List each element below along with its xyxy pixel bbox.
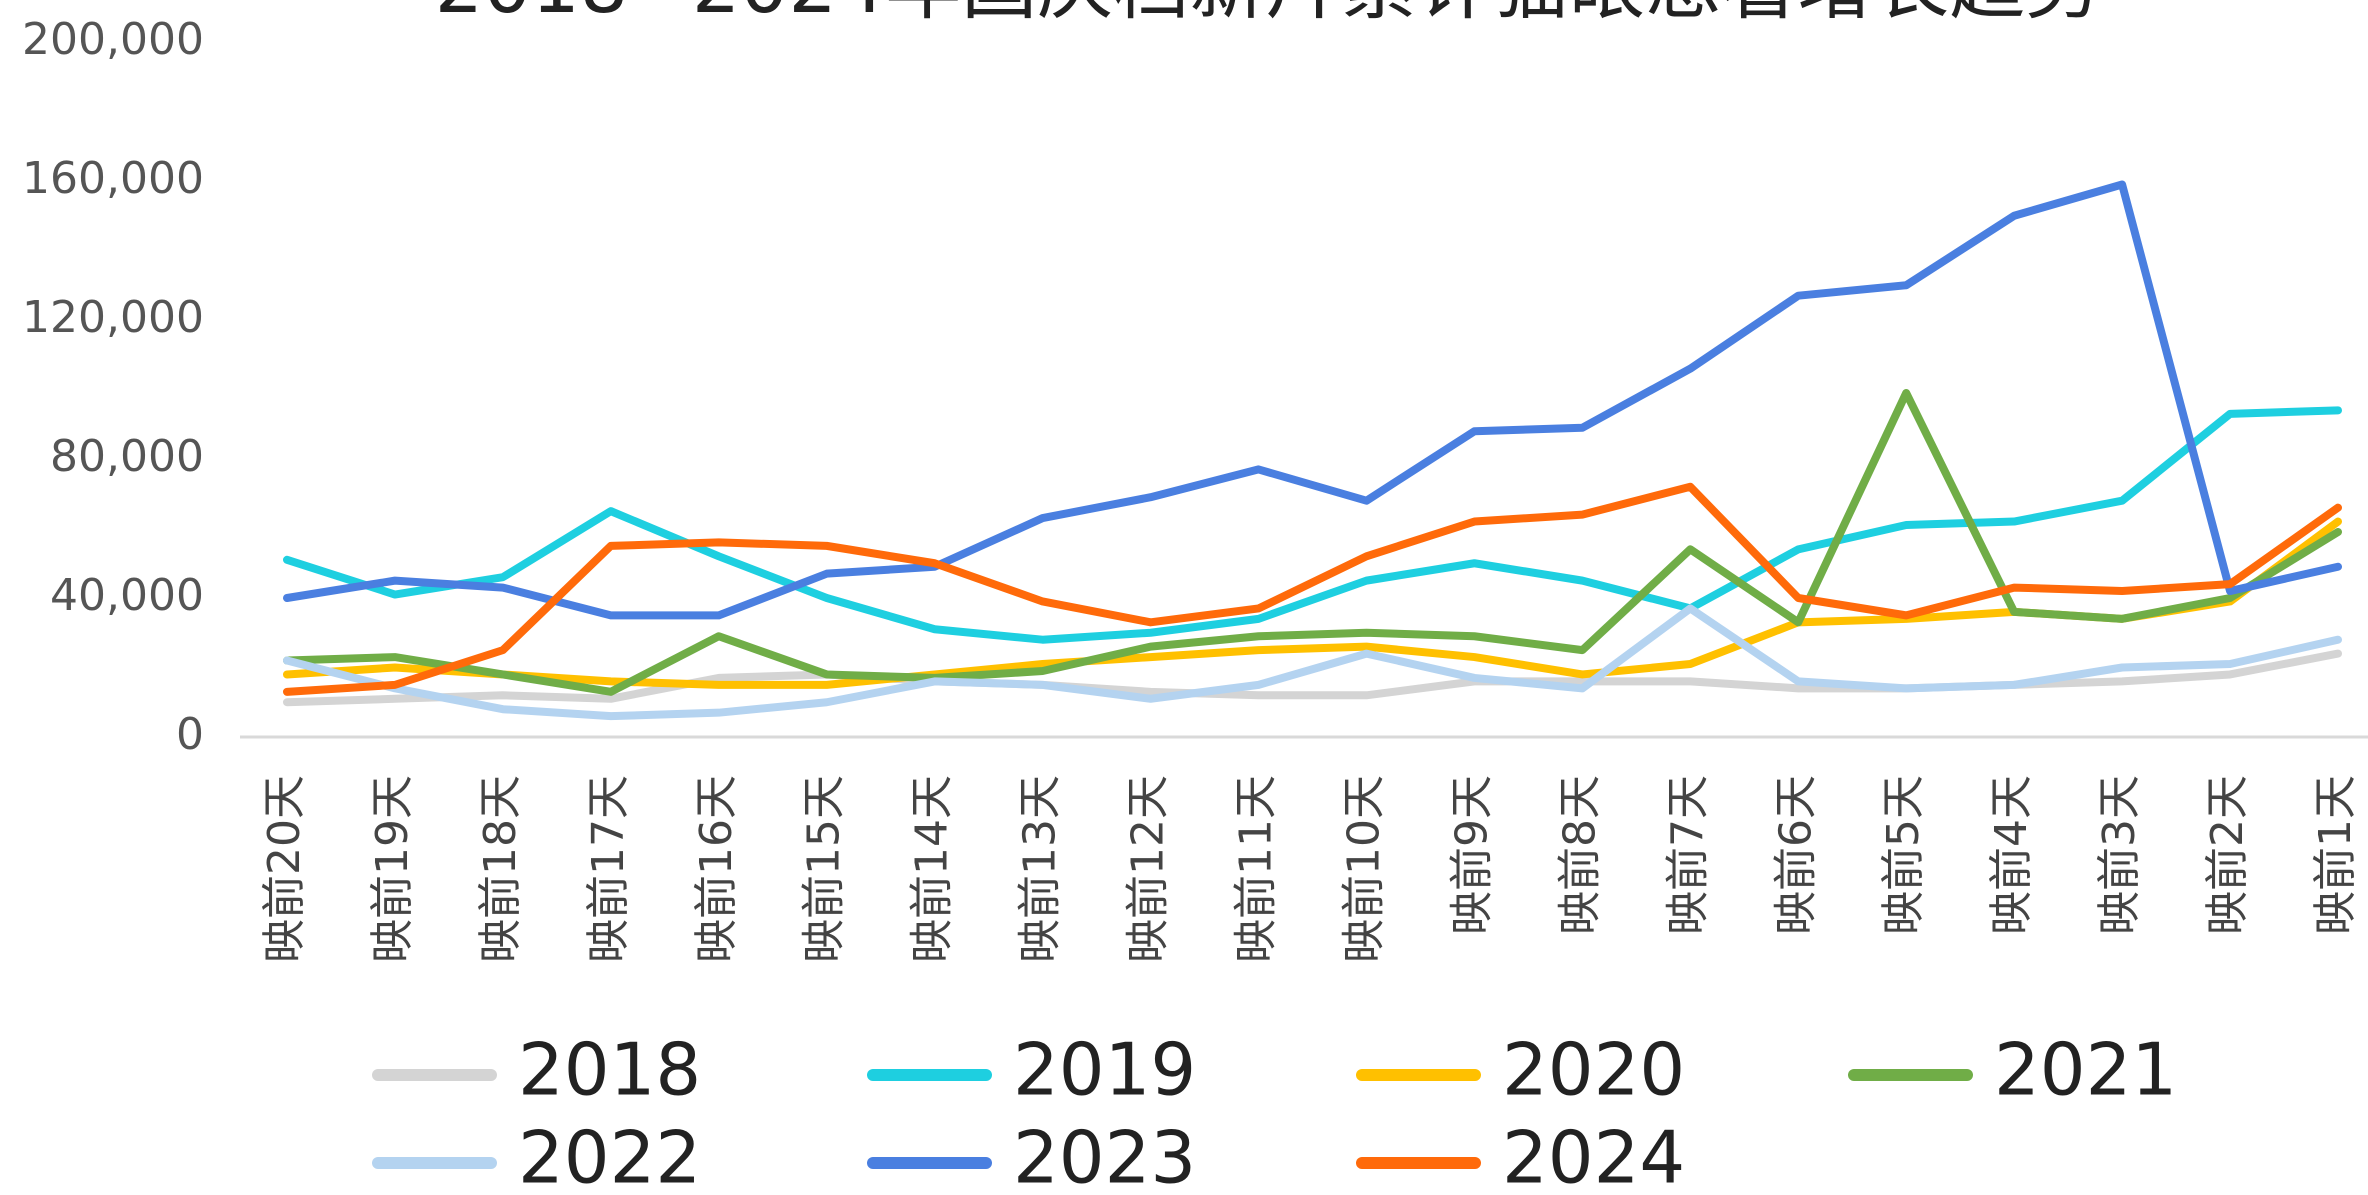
x-tick-label: 映前14天 xyxy=(907,775,958,963)
y-tick-label: 200,000 xyxy=(22,14,204,65)
y-tick-label: 120,000 xyxy=(22,292,204,343)
x-tick-label: 映前11天 xyxy=(1231,775,1282,963)
legend-label: 2024 xyxy=(1502,1116,1685,1195)
x-tick-label: 映前17天 xyxy=(583,775,634,963)
x-tick-label: 映前6天 xyxy=(1770,775,1821,935)
x-tick-label: 映前19天 xyxy=(367,775,418,963)
series-line xyxy=(283,482,2342,696)
series-line xyxy=(283,406,2342,644)
x-tick-label: 映前15天 xyxy=(799,775,850,963)
x-tick-label: 映前1天 xyxy=(2310,775,2361,935)
x-tick-label: 映前3天 xyxy=(2094,775,2145,935)
series-line xyxy=(283,388,2342,696)
x-tick-label: 映前8天 xyxy=(1554,775,1605,935)
x-tick-label: 映前16天 xyxy=(691,775,742,963)
legend-label: 2020 xyxy=(1502,1028,1685,1112)
x-tick-label: 映前4天 xyxy=(1986,775,2037,935)
legend-label: 2019 xyxy=(1013,1028,1196,1112)
x-tick-label: 映前7天 xyxy=(1662,775,1713,935)
legend-label: 2018 xyxy=(518,1028,701,1112)
x-tick-label: 映前12天 xyxy=(1123,775,1174,963)
x-tick-label: 映前2天 xyxy=(2202,775,2253,935)
x-tick-label: 映前20天 xyxy=(259,775,310,963)
x-tick-label: 映前5天 xyxy=(1878,775,1929,935)
legend-label: 2021 xyxy=(1994,1028,2177,1112)
y-tick-label: 80,000 xyxy=(50,431,204,482)
series-line xyxy=(283,604,2342,721)
series-line xyxy=(283,180,2342,620)
y-tick-label: 40,000 xyxy=(50,570,204,621)
legend-label: 2022 xyxy=(518,1116,701,1195)
x-tick-label: 映前18天 xyxy=(475,775,526,963)
legend-label: 2023 xyxy=(1013,1116,1196,1195)
y-tick-label: 160,000 xyxy=(22,153,204,204)
chart-title: 2018~2024年国庆档新片累计猫眼想看增长趋势 xyxy=(435,0,2102,30)
x-tick-label: 映前10天 xyxy=(1338,775,1389,963)
y-tick-label: 0 xyxy=(176,709,204,760)
x-tick-label: 映前9天 xyxy=(1446,775,1497,935)
x-tick-label: 映前13天 xyxy=(1015,775,1066,963)
